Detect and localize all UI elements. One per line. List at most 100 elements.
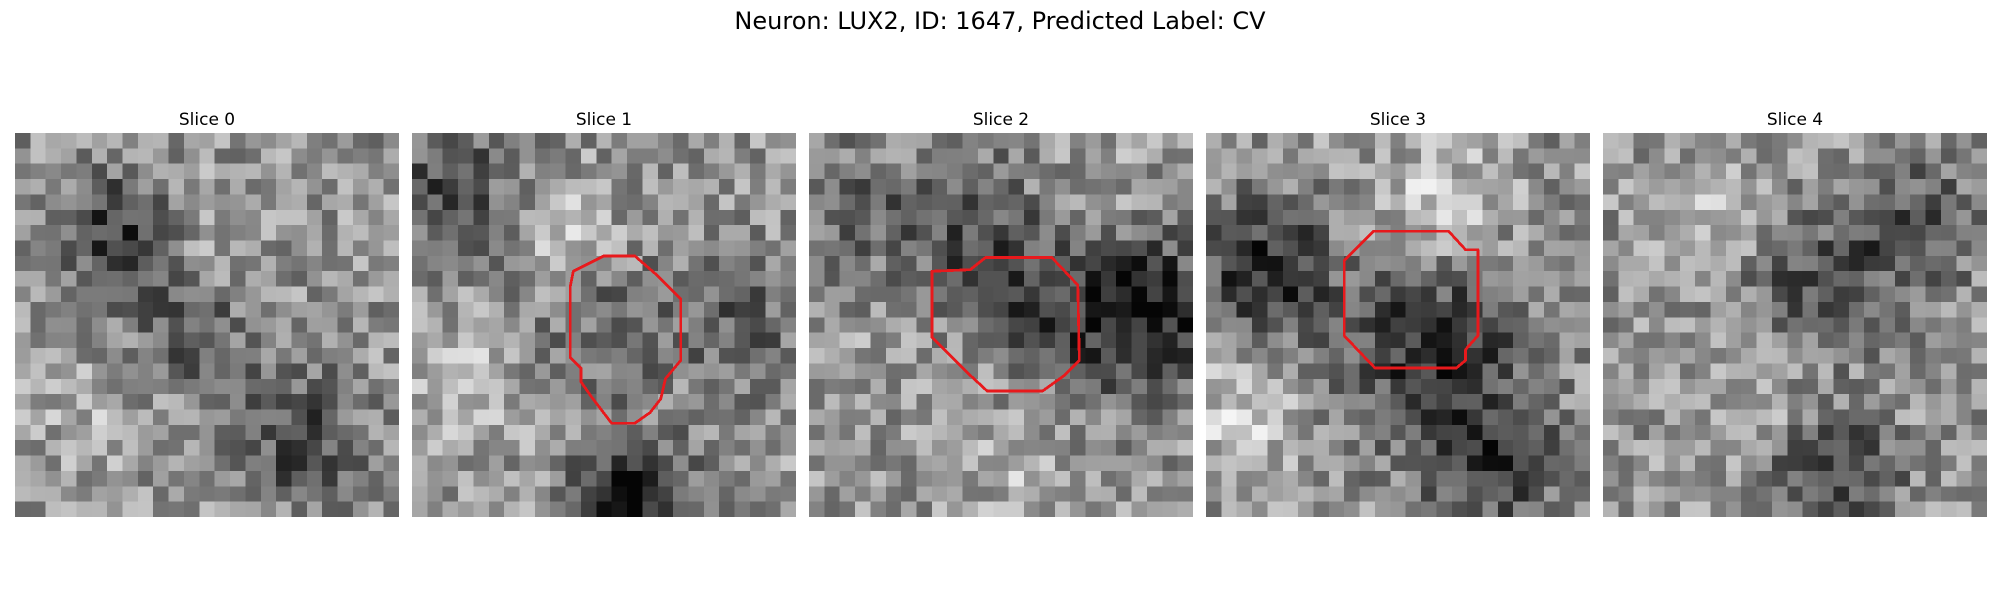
image-pixel xyxy=(550,486,567,503)
image-pixel xyxy=(107,501,123,517)
image-pixel xyxy=(993,440,1010,457)
image-pixel xyxy=(977,317,994,334)
image-pixel xyxy=(199,409,216,426)
image-pixel xyxy=(1008,424,1025,441)
image-pixel xyxy=(61,194,77,211)
image-pixel xyxy=(1039,255,1056,272)
image-pixel xyxy=(122,394,139,410)
image-pixel xyxy=(1236,148,1253,165)
image-pixel xyxy=(1528,317,1545,334)
image-pixel xyxy=(1848,409,1865,426)
image-pixel xyxy=(1054,286,1071,303)
image-pixel xyxy=(260,486,277,503)
image-pixel xyxy=(1146,179,1163,195)
image-pixel xyxy=(1116,394,1133,410)
image-pixel xyxy=(1267,255,1284,272)
image-pixel xyxy=(322,209,339,226)
image-pixel xyxy=(1649,179,1665,195)
image-pixel xyxy=(627,301,643,318)
image-pixel xyxy=(1603,317,1619,334)
image-pixel xyxy=(153,455,170,472)
image-pixel xyxy=(1070,240,1086,257)
image-pixel xyxy=(291,240,308,257)
image-pixel xyxy=(1864,409,1880,426)
image-pixel xyxy=(137,440,154,457)
image-pixel xyxy=(1085,286,1102,303)
image-pixel xyxy=(673,286,689,303)
image-pixel xyxy=(199,225,216,241)
image-pixel xyxy=(322,486,339,503)
image-pixel xyxy=(1024,255,1040,272)
image-pixel xyxy=(673,271,689,288)
image-pixel xyxy=(91,179,108,195)
image-pixel xyxy=(809,363,825,380)
image-pixel xyxy=(947,378,964,395)
image-pixel xyxy=(214,501,231,517)
image-pixel xyxy=(901,486,917,503)
image-pixel xyxy=(1864,179,1880,195)
image-pixel xyxy=(1085,378,1102,395)
image-pixel xyxy=(1543,424,1560,441)
image-pixel xyxy=(1177,133,1193,149)
image-pixel xyxy=(642,317,659,334)
image-pixel xyxy=(627,363,643,380)
image-pixel xyxy=(473,424,490,441)
image-pixel xyxy=(1039,179,1056,195)
image-pixel xyxy=(1925,440,1942,457)
image-pixel xyxy=(688,409,705,426)
image-pixel xyxy=(1497,455,1514,472)
image-pixel xyxy=(1664,133,1681,149)
image-pixel xyxy=(442,301,459,318)
image-pixel xyxy=(1482,255,1499,272)
image-pixel xyxy=(1177,440,1193,457)
image-pixel xyxy=(1618,209,1635,226)
image-pixel xyxy=(1756,148,1773,165)
image-pixel xyxy=(1787,424,1804,441)
image-pixel xyxy=(1131,424,1148,441)
image-pixel xyxy=(1618,317,1635,334)
image-pixel xyxy=(1405,470,1422,487)
image-pixel xyxy=(1633,179,1650,195)
image-pixel xyxy=(1497,286,1514,303)
image-pixel xyxy=(1894,317,1911,334)
image-pixel xyxy=(1910,255,1927,272)
image-pixel xyxy=(550,255,567,272)
image-pixel xyxy=(1894,255,1911,272)
image-pixel xyxy=(962,317,979,334)
image-pixel xyxy=(780,424,796,441)
image-pixel xyxy=(1390,378,1407,395)
image-pixel xyxy=(596,301,613,318)
image-pixel xyxy=(30,424,47,441)
image-pixel xyxy=(1725,240,1742,257)
image-pixel xyxy=(1543,363,1560,380)
image-pixel xyxy=(1848,225,1865,241)
image-pixel xyxy=(1252,133,1268,149)
image-pixel xyxy=(824,163,841,180)
image-pixel xyxy=(1070,225,1086,241)
image-pixel xyxy=(383,179,399,195)
image-pixel xyxy=(1374,486,1391,503)
slice-2-image xyxy=(809,133,1193,517)
image-pixel xyxy=(1528,194,1545,211)
image-pixel xyxy=(199,501,216,517)
image-pixel xyxy=(839,148,856,165)
image-pixel xyxy=(870,179,887,195)
image-pixel xyxy=(1528,301,1545,318)
image-pixel xyxy=(1603,301,1619,318)
image-pixel xyxy=(427,501,444,517)
image-pixel xyxy=(488,271,505,288)
image-pixel xyxy=(15,455,31,472)
image-pixel xyxy=(1664,455,1681,472)
image-pixel xyxy=(352,255,369,272)
image-pixel xyxy=(1100,271,1117,288)
image-pixel xyxy=(230,501,246,517)
image-pixel xyxy=(1603,271,1619,288)
image-pixel xyxy=(1513,271,1530,288)
image-pixel xyxy=(870,409,887,426)
image-pixel xyxy=(1008,363,1025,380)
image-pixel xyxy=(1436,286,1453,303)
image-pixel xyxy=(1618,378,1635,395)
image-pixel xyxy=(780,470,796,487)
image-pixel xyxy=(473,286,490,303)
image-pixel xyxy=(412,194,428,211)
